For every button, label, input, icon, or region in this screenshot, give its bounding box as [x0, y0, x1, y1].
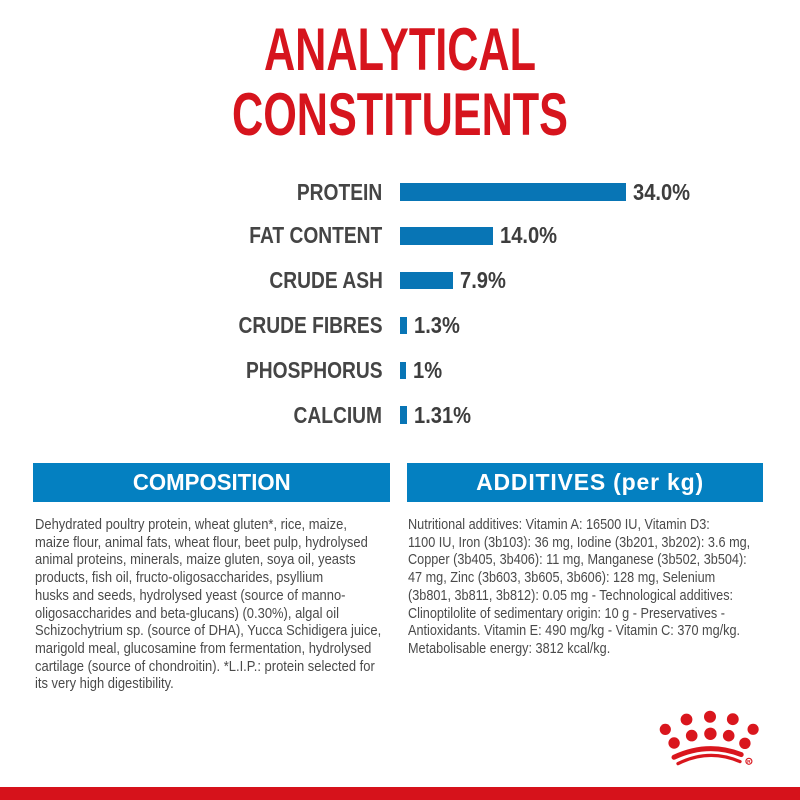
svg-text:R: R: [747, 759, 751, 765]
